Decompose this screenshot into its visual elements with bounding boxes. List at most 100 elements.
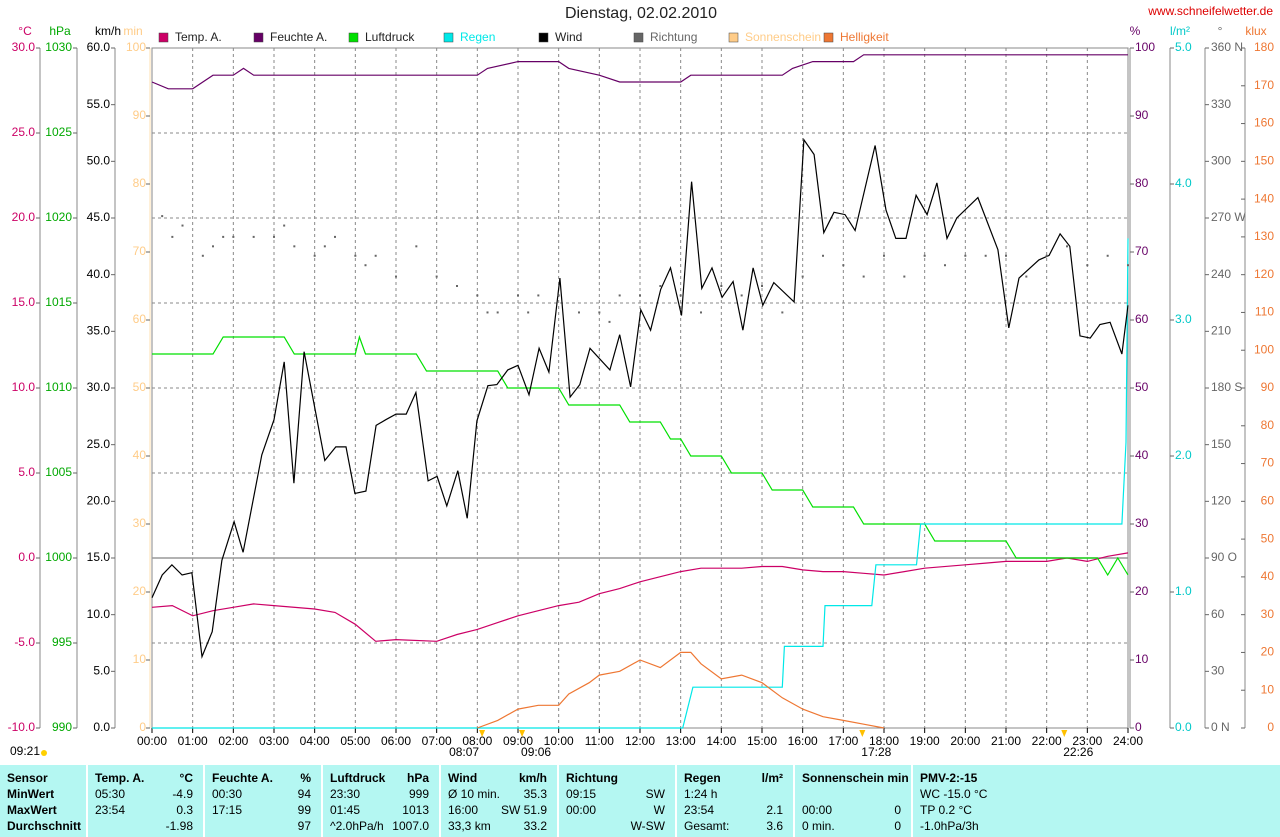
y-tick-label: 70	[133, 244, 147, 258]
cell: 1007.0	[392, 819, 429, 833]
cell: 16:00	[448, 803, 479, 817]
y-tick-label: 55.0	[87, 97, 111, 111]
y-tick-label: 70	[1261, 456, 1275, 470]
legend-swatch	[158, 32, 169, 43]
x-tick-label: 05:00	[340, 734, 370, 748]
y-tick-label: 30	[1211, 664, 1225, 678]
annotation-label: 22:26	[1063, 745, 1093, 759]
legend-label: Helligkeit	[840, 30, 889, 44]
y-tick-label: 100	[1254, 342, 1274, 356]
direction-dot	[1025, 275, 1028, 278]
cell: 0.3	[176, 803, 193, 817]
direction-dot	[862, 275, 865, 278]
cell: 1:24 h	[684, 787, 718, 801]
y-tick-label: 30	[1261, 607, 1275, 621]
direction-dot	[313, 254, 316, 257]
y-tick-label: 1000	[45, 550, 72, 564]
x-tick-label: 14:00	[706, 734, 736, 748]
y-tick-label: 30	[1135, 516, 1149, 530]
direction-dot	[1005, 254, 1007, 257]
cell: ^2.0hPa/h	[330, 819, 384, 833]
y-tick-label: 5.0	[1175, 40, 1192, 54]
sun-icon	[41, 750, 47, 756]
cell: 97	[297, 819, 311, 833]
column-unit: l/m²	[761, 771, 783, 785]
cell: 05:30	[95, 787, 126, 801]
cell: W	[653, 803, 665, 817]
y-tick-label: 40.0	[87, 267, 111, 281]
direction-dot	[964, 254, 967, 257]
y-tick-label: 990	[52, 720, 72, 734]
direction-dot	[1045, 254, 1048, 257]
x-tick-label: 06:00	[381, 734, 411, 748]
cell: -4.9	[172, 787, 193, 801]
x-tick-label: 15:00	[747, 734, 777, 748]
cell: 0	[894, 819, 901, 833]
chart: Dienstag, 02.02.2010 www.schneifelwetter…	[8, 4, 1275, 759]
y-tick-label: 1025	[45, 125, 72, 139]
legend-swatch	[633, 32, 644, 43]
direction-dot	[201, 254, 204, 257]
annotation-marker	[859, 730, 866, 737]
y-tick-label: 110	[1255, 305, 1274, 319]
cell: 35.3	[523, 787, 547, 801]
x-tick-label: 22:00	[1032, 734, 1062, 748]
x-tick-label: 19:00	[910, 734, 940, 748]
y-tick-label: 1005	[45, 465, 72, 479]
y-tick-label: 150	[1254, 154, 1274, 168]
y-tick-label: 60	[1211, 607, 1225, 621]
column-title: Sonnenschein min	[802, 771, 909, 785]
legend-swatch	[348, 32, 359, 43]
y-tick-label: 120	[1254, 267, 1274, 281]
x-tick-label: 21:00	[991, 734, 1021, 748]
y-tick-label: 4.0	[1175, 176, 1192, 190]
series-line	[152, 334, 1129, 577]
direction-dot	[801, 275, 804, 278]
legend-label: Luftdruck	[365, 30, 415, 44]
y-tick-label: 25.0	[87, 437, 111, 451]
x-tick-label: 07:00	[422, 734, 452, 748]
direction-dot	[161, 215, 164, 218]
legend-label: Richtung	[650, 30, 697, 44]
cell: Durchschnitt	[7, 819, 82, 833]
column-separator	[911, 765, 913, 837]
y-tick-label: 50.0	[87, 154, 111, 168]
direction-dot	[608, 320, 611, 323]
direction-dot	[364, 264, 367, 267]
y-tick-label: 130	[1254, 229, 1274, 243]
y-tick-label: 330	[1211, 97, 1231, 111]
direction-dot	[293, 245, 296, 248]
column-title: PMV-2:-15	[920, 771, 978, 785]
y-tick-label: 100	[126, 40, 146, 54]
cell: WC -15.0 °C	[920, 787, 988, 801]
column-unit: °C	[179, 771, 193, 785]
cell: W-SW	[630, 819, 665, 833]
y-tick-label: 50	[133, 380, 147, 394]
x-tick-label: 09:00	[503, 734, 533, 748]
column-title: Wind	[448, 771, 478, 785]
y-tick-label: 1010	[45, 380, 72, 394]
axis-unit: hPa	[49, 24, 71, 38]
y-tick-label: -10.0	[8, 720, 36, 734]
y-tick-label: 20.0	[12, 210, 36, 224]
legend-swatch	[253, 32, 264, 43]
y-tick-label: 35.0	[87, 324, 111, 338]
cell: Gesamt:	[684, 819, 730, 833]
cell: 99	[297, 803, 311, 817]
direction-dot	[923, 254, 926, 257]
cell: 01:45	[330, 803, 361, 817]
direction-dot	[842, 264, 845, 267]
cell: 23:30	[330, 787, 361, 801]
y-tick-label: 90	[133, 108, 147, 122]
direction-dot	[171, 235, 174, 238]
direction-dot	[1127, 264, 1129, 267]
column-separator	[675, 765, 677, 837]
x-tick-label: 00:00	[137, 734, 167, 748]
y-tick-label: 0.0	[1175, 720, 1192, 734]
cell: SW	[645, 787, 665, 801]
y-tick-label: 60.0	[87, 40, 111, 54]
footnote: 09:21	[10, 744, 40, 758]
cell: 17:15	[212, 803, 243, 817]
annotation-marker	[1061, 730, 1068, 737]
direction-dot	[496, 311, 499, 314]
